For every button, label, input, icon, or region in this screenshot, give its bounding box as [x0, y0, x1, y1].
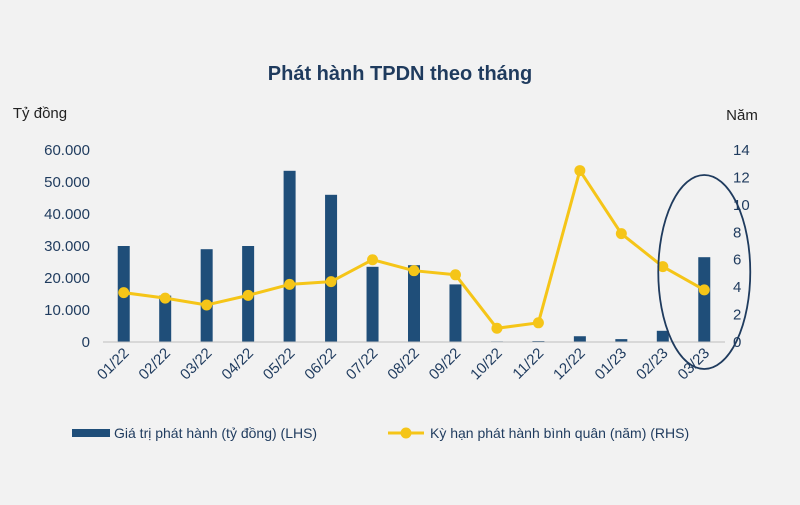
line-point — [201, 299, 213, 311]
right-tick-label: 12 — [733, 169, 750, 186]
line-point — [532, 317, 544, 329]
highlight-ellipse — [657, 174, 752, 370]
left-tick-label: 10.000 — [44, 302, 90, 319]
left-tick-label: 0 — [82, 334, 90, 351]
right-tick-label: 10 — [733, 197, 750, 214]
x-tick-label: 10/22 — [467, 345, 506, 384]
line-point — [449, 269, 461, 281]
x-tick-label: 08/22 — [384, 345, 423, 384]
x-tick-label: 06/22 — [301, 345, 340, 384]
line-point — [615, 228, 627, 240]
left-tick-group: 0 10.000 20.000 30.000 40.000 50.000 60.000 — [44, 142, 90, 351]
bar — [698, 257, 711, 342]
legend-line-marker — [400, 427, 412, 439]
bar-series — [117, 170, 711, 342]
legend-line-label: Kỳ hạn phát hành bình quân (năm) (RHS) — [430, 425, 689, 441]
x-tick-label: 02/23 — [633, 345, 672, 384]
bar — [283, 170, 296, 342]
bar — [366, 266, 379, 342]
line-point — [698, 284, 710, 296]
left-axis-title: Tỷ đồng — [13, 105, 67, 122]
left-tick-label: 50.000 — [44, 174, 90, 191]
chart-title: Phát hành TPDN theo tháng — [268, 63, 532, 85]
right-tick-label: 6 — [733, 252, 741, 269]
right-tick-label: 14 — [733, 142, 750, 159]
line-point — [657, 261, 669, 273]
legend: Giá trị phát hành (tỷ đồng) (LHS) Kỳ hạn… — [72, 425, 689, 441]
line-point — [118, 287, 130, 299]
x-tick-label: 09/22 — [426, 345, 465, 384]
legend-bar-label: Giá trị phát hành (tỷ đồng) (LHS) — [114, 425, 317, 441]
bar — [325, 194, 338, 342]
x-tick-group: 01/22 02/22 03/22 04/22 05/22 06/22 07/22 08/22… — [94, 345, 713, 384]
x-tick-label: 01/23 — [592, 345, 631, 384]
x-tick-label: 03/22 — [177, 345, 216, 384]
right-tick-label: 2 — [733, 307, 741, 324]
right-tick-label: 4 — [733, 279, 741, 296]
line-point — [408, 265, 420, 277]
line-point — [491, 322, 503, 334]
left-tick-label: 40.000 — [44, 206, 90, 223]
bar — [615, 339, 628, 342]
x-tick-label: 02/22 — [135, 345, 174, 384]
line-point — [367, 254, 379, 266]
x-tick-label: 12/22 — [550, 345, 589, 384]
line-point — [574, 165, 586, 177]
x-tick-label: 04/22 — [218, 345, 257, 384]
right-tick-group: 0 2 4 6 8 10 12 14 — [733, 142, 750, 351]
line-point — [284, 278, 296, 290]
left-tick-label: 60.000 — [44, 142, 90, 159]
bar — [449, 284, 462, 342]
line-series — [118, 165, 710, 334]
legend-bar-swatch — [72, 429, 110, 437]
bar — [159, 295, 172, 342]
left-tick-label: 30.000 — [44, 238, 90, 255]
right-axis-title: Năm — [726, 107, 758, 124]
left-tick-label: 20.000 — [44, 270, 90, 287]
x-tick-label: 11/22 — [509, 345, 547, 383]
x-tick-label: 05/22 — [260, 345, 299, 384]
line-point — [325, 276, 337, 288]
right-tick-label: 8 — [733, 224, 741, 241]
line-point — [242, 289, 254, 301]
line-point — [159, 292, 171, 304]
right-tick-label: 0 — [733, 334, 741, 351]
bar — [200, 249, 213, 342]
x-tick-label: 03/23 — [675, 345, 714, 384]
x-tick-label: 07/22 — [343, 345, 382, 384]
bar — [408, 265, 420, 342]
bar — [656, 330, 669, 342]
x-tick-label: 01/22 — [94, 345, 133, 384]
bar — [573, 336, 586, 342]
